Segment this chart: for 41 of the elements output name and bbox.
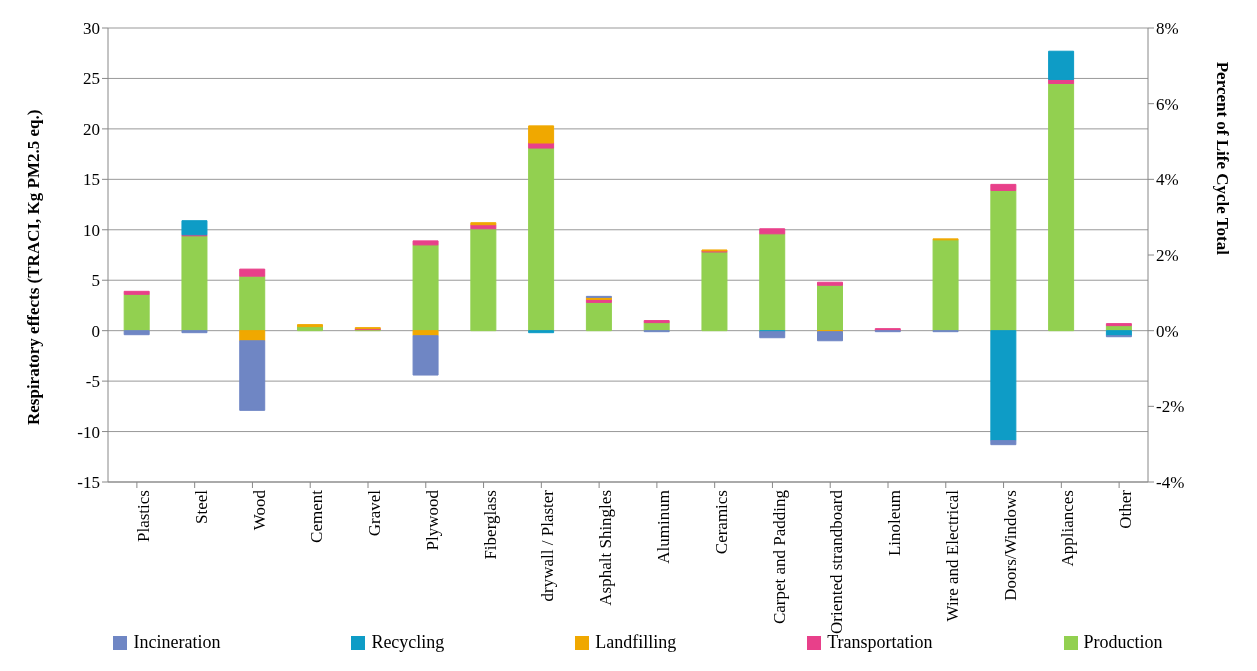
y2-tick-label: 4% xyxy=(1156,170,1179,190)
y-tick-label: 30 xyxy=(83,19,100,39)
x-tick-label: Appliances xyxy=(1058,490,1078,567)
x-tick-label: drywall / Plaster xyxy=(538,489,558,602)
x-tick-label: Ceramics xyxy=(711,490,731,555)
legend-label: Landfilling xyxy=(594,632,677,653)
y-tick-label: 10 xyxy=(83,220,100,240)
legend-label: Recycling xyxy=(370,632,445,653)
y-tick-label: -15 xyxy=(77,473,100,493)
y2-tick-label: -2% xyxy=(1156,397,1185,417)
x-tick-label: Steel xyxy=(191,489,211,524)
y-tick-label: 25 xyxy=(83,69,100,89)
y2-tick-label: 0% xyxy=(1156,321,1179,341)
x-tick-label: Gravel xyxy=(365,489,385,537)
y2-axis-title: Percent of Life Cycle Total xyxy=(1212,61,1232,256)
x-tick-label: Plastics xyxy=(133,490,153,542)
x-tick-label: Other xyxy=(1116,489,1136,529)
y-tick-label: 5 xyxy=(91,271,100,291)
y-axis-title: Respiratory effects (TRACI, Kg PM2.5 eq.) xyxy=(24,109,44,425)
y-tick-label: -10 xyxy=(77,422,100,442)
y-tick-label: 0 xyxy=(91,321,100,341)
x-tick-label: Aluminum xyxy=(653,490,673,564)
x-tick-label: Asphalt Shingles xyxy=(596,490,616,606)
x-tick-label: Carpet and Padding xyxy=(769,489,789,625)
x-tick-label: Plywood xyxy=(422,489,442,551)
x-tick-label: Doors/Windows xyxy=(1000,490,1020,601)
y2-tick-label: 6% xyxy=(1156,94,1179,114)
y2-tick-label: 2% xyxy=(1156,246,1179,266)
y-tick-label: 20 xyxy=(83,119,100,139)
legend-label: Production xyxy=(1082,632,1163,653)
x-tick-label: Wire and Electrical xyxy=(942,489,962,622)
x-tick-label: Oriented strandboard xyxy=(827,489,847,634)
legend-label: Incineration xyxy=(132,632,221,653)
y-tick-label: -5 xyxy=(85,372,100,392)
y2-tick-label: -4% xyxy=(1156,473,1185,493)
y-tick-label: 15 xyxy=(83,170,100,190)
x-tick-label: Fiberglass xyxy=(480,490,500,560)
x-tick-label: Cement xyxy=(307,489,327,543)
x-tick-label: Wood xyxy=(249,489,269,531)
x-tick-label: Linoleum xyxy=(885,490,905,557)
y2-tick-label: 8% xyxy=(1156,19,1179,39)
